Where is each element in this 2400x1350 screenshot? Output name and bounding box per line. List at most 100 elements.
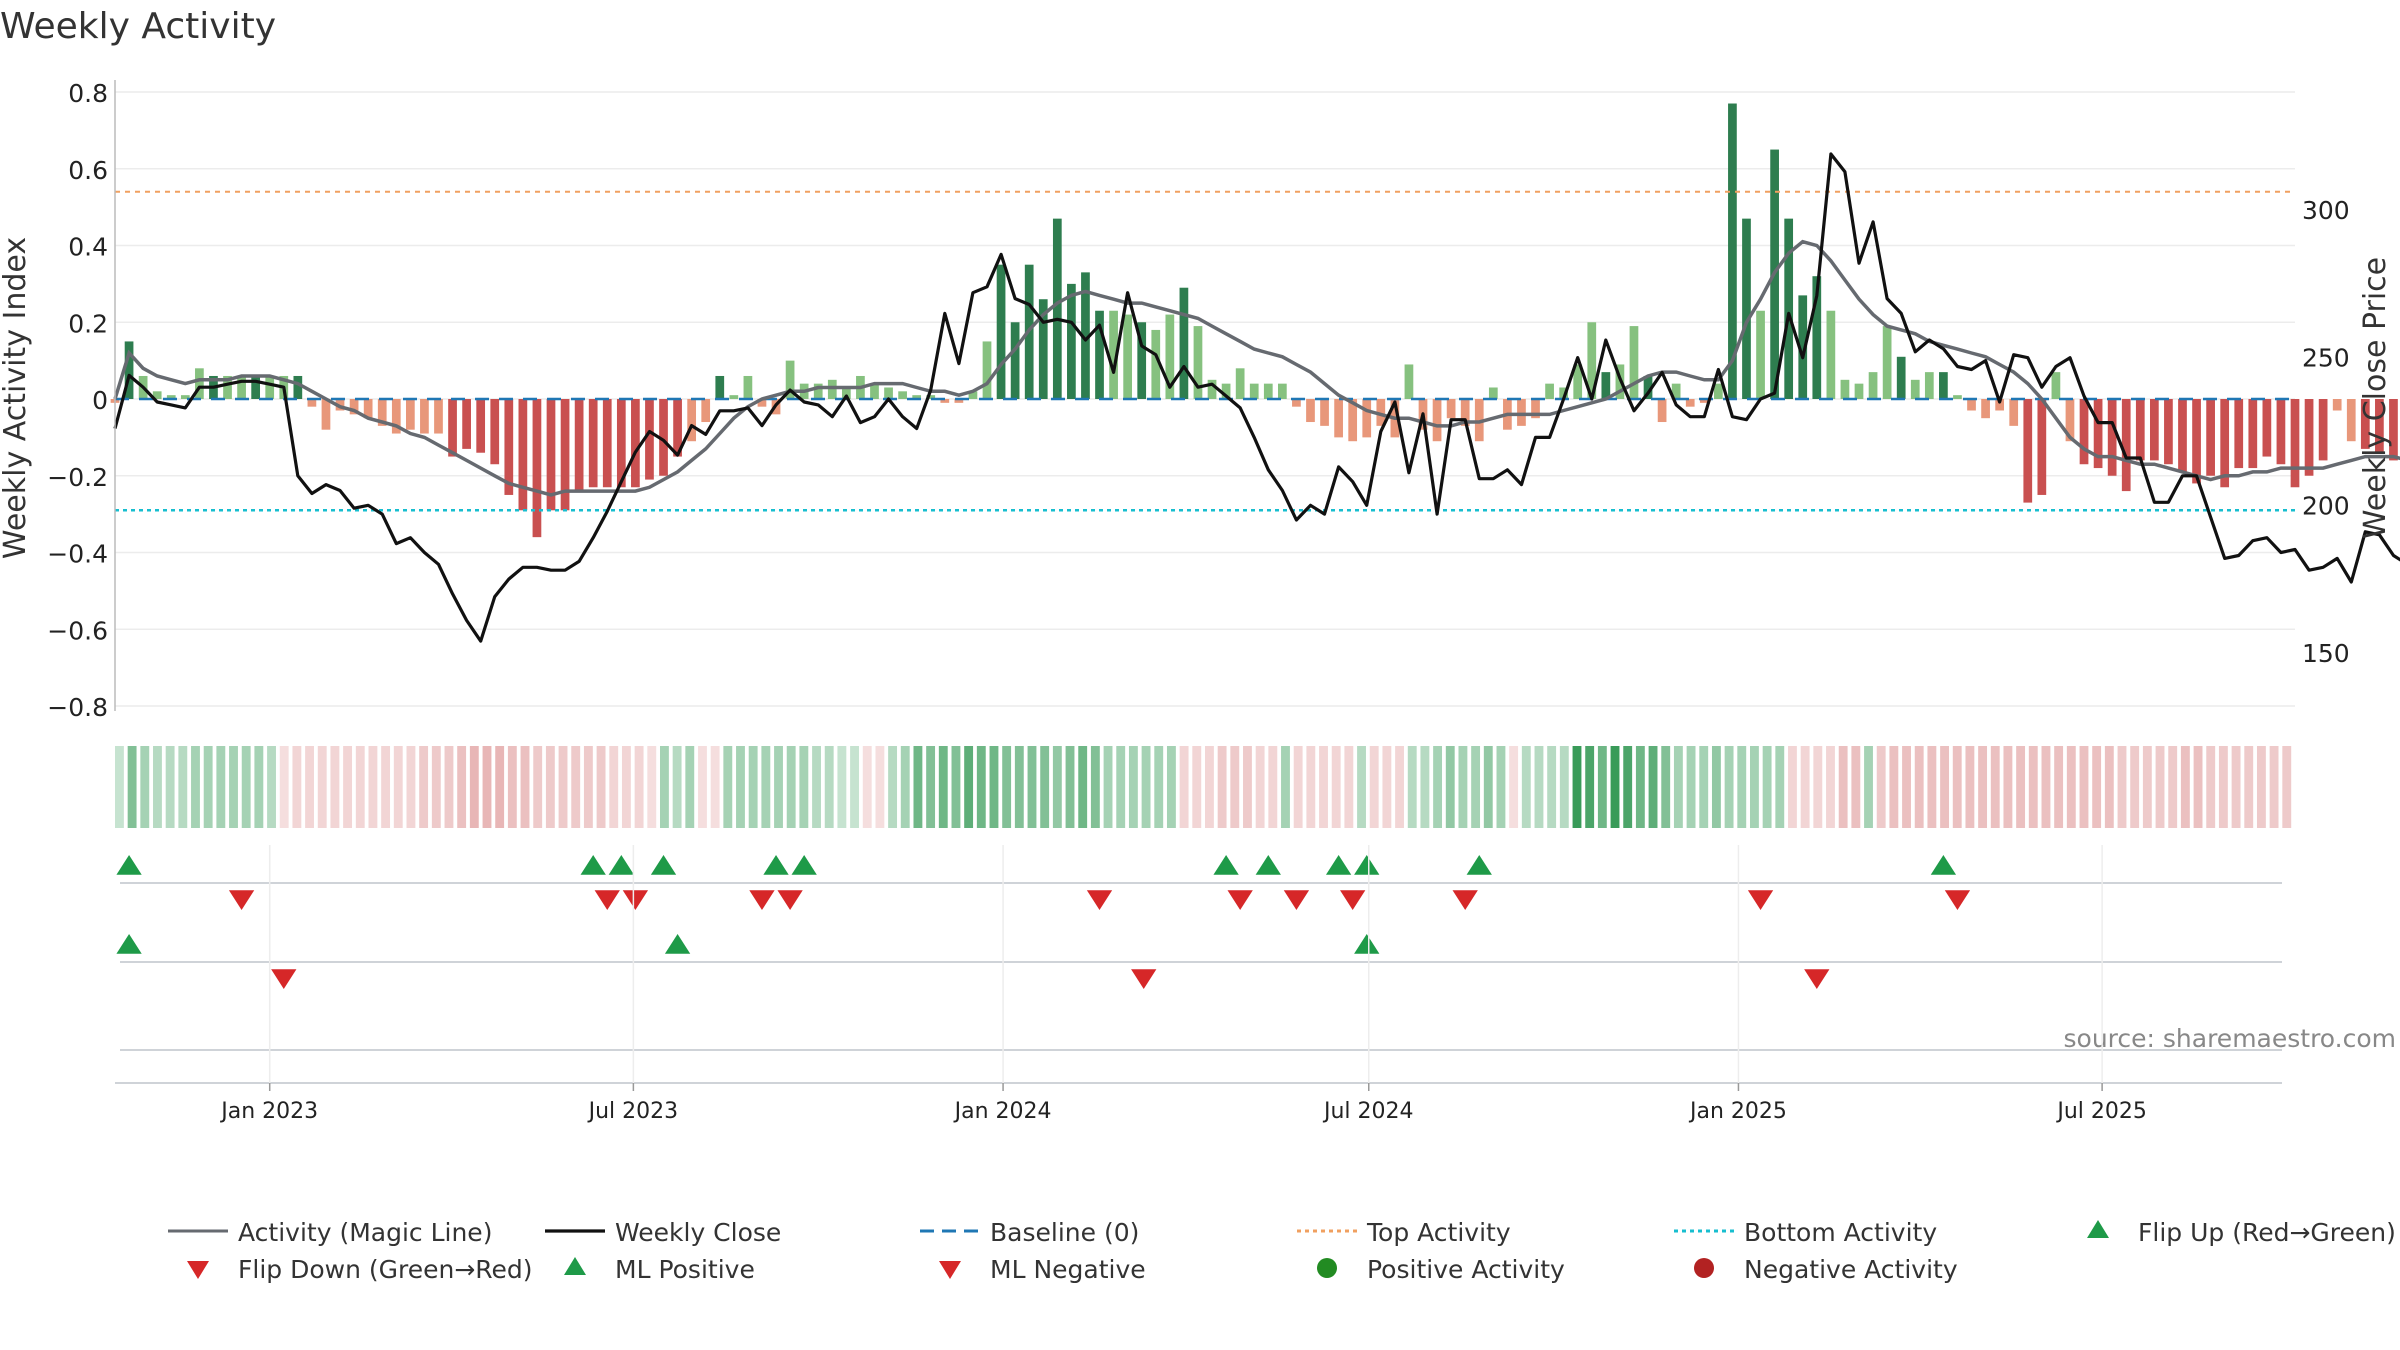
heat-cell (2155, 746, 2165, 828)
legend-label: Top Activity (1366, 1218, 1511, 1247)
activity-bar (1924, 372, 1934, 399)
ml-positive-marker (1354, 934, 1380, 954)
activity-bar (2079, 399, 2089, 465)
heat-cell (672, 746, 682, 828)
heat-cell (1978, 746, 1988, 828)
heat-cell (1420, 746, 1430, 828)
heat-cell (2130, 746, 2140, 828)
heat-cell (1813, 746, 1823, 828)
heat-cell (1078, 746, 1088, 828)
heat-cell (127, 746, 137, 828)
legend-dot-marker (1317, 1258, 1337, 1278)
heat-cell (748, 746, 758, 828)
activity-bar (884, 387, 893, 399)
heat-cell (1002, 746, 1012, 828)
heat-cell (317, 746, 327, 828)
heat-cell (2028, 746, 2038, 828)
heat-cell (2003, 746, 2013, 828)
legend-item: Positive Activity (1317, 1255, 1565, 1284)
activity-bar (504, 399, 514, 495)
heat-cell (1458, 746, 1468, 828)
activity-bar (265, 375, 275, 399)
activity-bar (785, 360, 795, 399)
activity-bar (293, 375, 303, 399)
activity-bar (1263, 383, 1273, 399)
activity-bar (2375, 399, 2384, 453)
heat-cell (1952, 746, 1962, 828)
heat-cell (1445, 746, 1455, 828)
heat-cell (2054, 746, 2064, 828)
heat-cell (1027, 746, 1037, 828)
activity-bar (1868, 372, 1878, 399)
legend-item: ML Negative (939, 1255, 1146, 1284)
heat-cell (482, 746, 492, 828)
y-tick-left: −0.8 (47, 693, 108, 722)
activity-bar (1657, 399, 1667, 423)
activity-bar (321, 399, 331, 430)
activity-bar (1488, 387, 1498, 399)
activity-bar (602, 399, 612, 488)
activity-bar (180, 395, 190, 399)
activity-bar (701, 399, 711, 423)
activity-bar (462, 399, 471, 449)
activity-bar (546, 399, 556, 511)
activity-bar (996, 264, 1006, 399)
heat-cell (267, 746, 276, 828)
activity-bars (110, 103, 2398, 538)
activity-bar (391, 399, 401, 434)
activity-bar (1756, 310, 1765, 399)
flip-up-marker (1354, 855, 1380, 875)
activity-bar (251, 375, 261, 399)
activity-bar (1165, 314, 1175, 399)
heat-cell (1940, 746, 1949, 828)
activity-bar (841, 387, 851, 399)
activity-bar (1981, 399, 1990, 419)
legend-label: Baseline (0) (990, 1218, 1139, 1247)
activity-bar (1812, 276, 1822, 399)
activity-bar (1798, 295, 1808, 399)
heat-cell (2041, 746, 2051, 828)
heat-cell (1154, 746, 1164, 828)
y-tick-right: 300 (2302, 196, 2350, 225)
heat-cell (1483, 746, 1493, 828)
heat-cell (1293, 746, 1303, 828)
axes: 0.8 0.6 0.4 0.2 0 −0.2 −0.4 −0.6 −0.8 300 250 200 15… (47, 79, 2349, 722)
legend-up-marker (564, 1257, 586, 1275)
activity-bar (2037, 399, 2047, 495)
legend-item: Baseline (0) (920, 1218, 1139, 1247)
heat-cell (381, 746, 391, 828)
activity-bar (1109, 310, 1118, 399)
activity-bar (2065, 399, 2075, 442)
heat-cell (1268, 746, 1278, 828)
heat-cell (964, 746, 974, 828)
heat-cell (1711, 746, 1721, 828)
legend-label: Weekly Close (615, 1218, 781, 1247)
y-axis-left-label: Weekly Activity Index (0, 237, 33, 559)
heat-cell (1521, 746, 1531, 828)
chart-title: Weekly Activity (0, 6, 276, 47)
heat-cell (888, 746, 898, 828)
activity-bar (349, 399, 359, 415)
heat-cell (1205, 746, 1214, 828)
activity-bar (1081, 272, 1090, 399)
activity-bar (532, 399, 542, 538)
legend-item: Top Activity (1297, 1218, 1511, 1247)
activity-bar (2318, 399, 2328, 461)
activity-bar (1840, 379, 1850, 399)
legend-up-marker (2087, 1220, 2109, 1238)
heat-cell (1369, 746, 1379, 828)
activity-bar (1179, 287, 1189, 399)
y-tick-right: 250 (2302, 344, 2350, 373)
activity-bar (2262, 399, 2272, 457)
heat-cell (2269, 746, 2279, 828)
heat-cell (406, 746, 416, 828)
activity-bar (1249, 383, 1259, 399)
activity-bar (1446, 399, 1456, 419)
heat-cell (2142, 746, 2152, 828)
heat-cell (2206, 746, 2216, 828)
activity-bar (1559, 387, 1569, 399)
heat-cell (2282, 746, 2292, 828)
heat-cell (2066, 746, 2076, 828)
flip-down-marker (594, 890, 620, 910)
activity-bar (715, 375, 725, 399)
